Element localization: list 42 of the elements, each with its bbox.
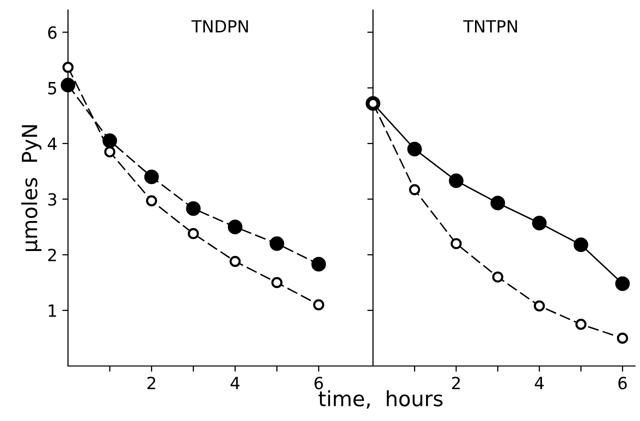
- x-tick-label: 2: [147, 376, 156, 390]
- point: [615, 276, 630, 291]
- point: [188, 228, 199, 240]
- point: [616, 332, 628, 344]
- y-tick-label: 4: [48, 138, 57, 150]
- y-tick-label: 3: [48, 193, 56, 206]
- x-tick-label: 4: [534, 376, 544, 390]
- point: [450, 238, 462, 250]
- y-tick-label: 6: [48, 26, 57, 39]
- point: [228, 220, 242, 234]
- point: [532, 216, 547, 230]
- point: [448, 173, 464, 188]
- y-axis-title: μmoles PyN: [21, 125, 42, 251]
- point: [313, 299, 324, 310]
- x-tick-label: 6: [314, 376, 323, 390]
- point: [574, 237, 588, 252]
- point: [534, 300, 545, 312]
- y-tick-label: 1: [48, 304, 56, 317]
- point: [271, 277, 282, 288]
- x-tick-label: 2: [452, 376, 460, 390]
- point: [146, 195, 158, 206]
- y-tick-label: 2: [48, 248, 56, 262]
- point: [311, 256, 326, 272]
- point: [575, 318, 586, 330]
- point: [102, 133, 118, 148]
- point: [60, 78, 76, 92]
- point: [409, 184, 420, 196]
- point: [407, 142, 422, 156]
- point: [186, 201, 201, 216]
- y-tick-label: 5: [48, 82, 56, 94]
- x-tick-label: 6: [618, 376, 627, 390]
- point: [270, 236, 284, 251]
- x-tick-label: 4: [230, 376, 240, 390]
- point: [230, 256, 241, 267]
- chart-title: TNDPN: [191, 20, 248, 32]
- point: [490, 196, 506, 210]
- x-axis-title: time, hours: [318, 390, 443, 409]
- chart-title: TNTPN: [463, 20, 517, 32]
- point: [62, 62, 74, 73]
- point: [104, 146, 116, 158]
- point: [492, 271, 504, 283]
- point: [144, 170, 159, 184]
